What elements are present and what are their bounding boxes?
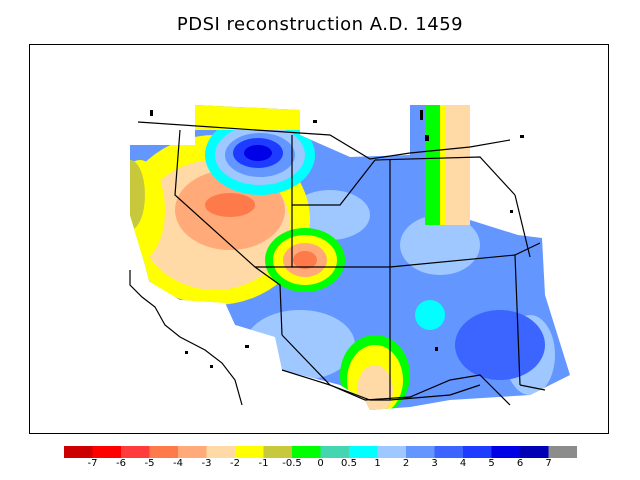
- colorbar-swatch: [149, 446, 179, 458]
- colorbar-swatch: [377, 446, 407, 458]
- colorbar-tick-label: -3: [201, 458, 212, 469]
- colorbar-tick-label: -2: [230, 458, 240, 469]
- colorbar-swatch: [491, 446, 521, 458]
- political-borders: [129, 121, 546, 406]
- colorbar-swatch: [548, 446, 577, 458]
- colorbar-tick-label: -4: [173, 458, 183, 469]
- colorbar-tick-label: 4: [459, 458, 467, 469]
- lakes-islands: [150, 110, 524, 368]
- colorbar-swatches: [64, 446, 577, 458]
- colorbar-swatch: [320, 446, 350, 458]
- colorbar-swatch: [292, 446, 321, 458]
- colorbar-swatch: [463, 446, 492, 458]
- colorbar-swatch: [349, 446, 378, 458]
- colorbar-tick-label: 0.5: [341, 458, 357, 469]
- colorbar-swatch: [406, 446, 435, 458]
- colorbar-tick-label: -1: [258, 458, 269, 469]
- colorbar-swatch: [178, 446, 207, 458]
- colorbar-tick-label: -7: [87, 458, 98, 469]
- colorbar-swatch: [64, 446, 93, 458]
- colorbar-tick-label: 3: [431, 458, 438, 469]
- colorbar-swatch: [92, 446, 122, 458]
- colorbar-tick-label: 1: [374, 458, 381, 469]
- colorbar-tick-label: -5: [144, 458, 155, 469]
- colorbar-tick-label: 5: [488, 458, 495, 469]
- colorbar-swatch: [121, 446, 150, 458]
- colorbar-tick-label: 7: [545, 458, 552, 469]
- map-frame: [29, 44, 609, 434]
- colorbar-swatch: [206, 446, 236, 458]
- pdsi-contour-fill: [130, 105, 570, 410]
- colorbar-tick-label: -0.5: [282, 458, 302, 469]
- colorbar-tick-label: 6: [516, 458, 524, 469]
- colorbar-swatch: [520, 446, 549, 458]
- ocean-mask: [130, 270, 330, 405]
- colorbar-swatch: [235, 446, 264, 458]
- colorbar-labels: -7 -6 -5 -4 -3 -2 -1 -0.5 0 0.5 1 2 3 4 5 6 7: [0, 458, 640, 474]
- colorbar-swatch: [434, 446, 464, 458]
- colorbar-tick-label: -6: [116, 458, 126, 469]
- colorbar-swatch: [263, 446, 293, 458]
- pdsi-map: [129, 105, 570, 410]
- colorbar-tick-label: 0: [317, 458, 324, 469]
- colorbar: [64, 446, 577, 458]
- map-title: PDSI reconstruction A.D. 1459: [176, 14, 464, 35]
- colorbar-tick-label: 2: [402, 458, 410, 469]
